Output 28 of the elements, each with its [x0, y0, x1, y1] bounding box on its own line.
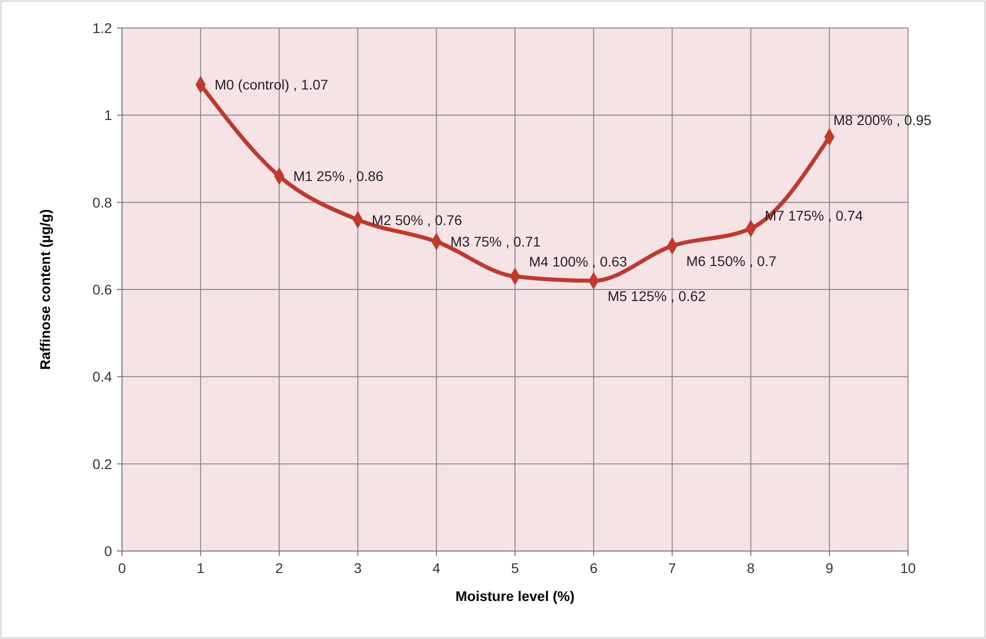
x-tick-label: 5 [511, 560, 520, 576]
y-tick-label: 0.8 [92, 194, 112, 210]
y-tick-label: 0.4 [92, 368, 112, 385]
data-label: M2 50% , 0.76 [372, 212, 462, 228]
y-tick-label: 0.6 [92, 282, 112, 298]
data-label: M3 75% , 0.71 [450, 234, 541, 250]
data-label: M8 200% , 0.95 [833, 112, 932, 128]
x-tick-label: 6 [590, 560, 598, 576]
x-tick-label: 0 [118, 560, 126, 576]
data-label: M5 125% , 0.62 [608, 288, 706, 304]
data-label: M0 (control) , 1.07 [214, 76, 328, 93]
x-tick-label: 10 [900, 560, 916, 576]
y-tick-label: 0.2 [92, 456, 112, 472]
x-tick-label: 8 [746, 560, 755, 576]
x-tick-label: 1 [196, 560, 205, 576]
x-tick-label: 2 [275, 560, 284, 576]
y-tick-label: 1.2 [92, 20, 112, 36]
data-label: M1 25% , 0.86 [293, 168, 384, 184]
data-label: M4 100% , 0.63 [529, 253, 628, 270]
data-label: M6 150% , 0.7 [686, 252, 777, 269]
x-tick-label: 9 [826, 560, 834, 576]
x-tick-label: 7 [668, 560, 676, 576]
x-tick-label: 3 [354, 560, 362, 576]
x-axis-title: Moisture level (%) [455, 588, 575, 604]
x-tick-label: 4 [432, 560, 440, 576]
y-tick-label: 1 [104, 107, 112, 124]
y-tick-label: 0 [104, 543, 112, 559]
y-axis-title: Raffinose content (µg/g) [37, 209, 53, 370]
